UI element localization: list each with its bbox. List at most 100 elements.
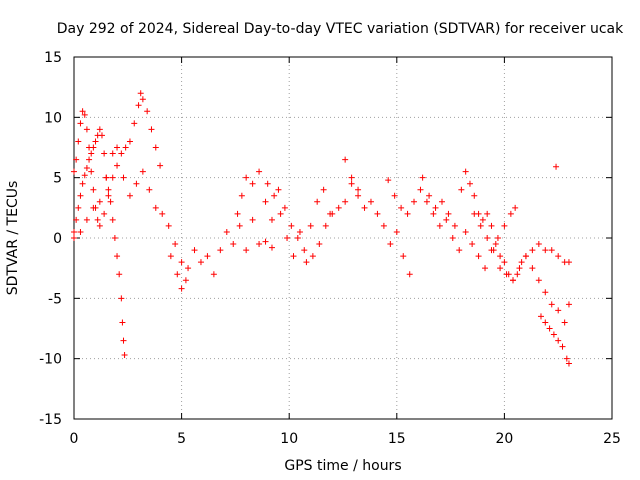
data-point bbox=[118, 295, 125, 302]
data-point bbox=[342, 156, 349, 163]
data-point bbox=[490, 247, 497, 254]
series-sat-B bbox=[71, 90, 164, 229]
series-sat-D bbox=[167, 216, 275, 292]
data-point bbox=[73, 156, 80, 163]
data-point bbox=[518, 259, 525, 266]
data-point bbox=[475, 253, 482, 260]
data-point bbox=[342, 198, 349, 205]
data-point bbox=[482, 265, 489, 272]
data-point bbox=[96, 222, 103, 229]
data-point bbox=[471, 210, 478, 217]
data-point bbox=[494, 235, 501, 241]
data-point bbox=[432, 204, 439, 211]
data-point bbox=[284, 235, 291, 241]
data-point bbox=[83, 126, 90, 133]
data-point bbox=[451, 222, 458, 229]
data-point bbox=[159, 210, 166, 217]
data-point bbox=[387, 241, 394, 248]
data-point bbox=[79, 180, 86, 187]
data-point bbox=[204, 253, 211, 260]
data-point bbox=[501, 222, 508, 229]
data-point bbox=[81, 172, 88, 179]
data-point bbox=[256, 168, 263, 175]
data-point bbox=[529, 265, 536, 272]
data-point bbox=[185, 265, 192, 272]
data-point bbox=[537, 313, 544, 320]
data-point bbox=[456, 247, 463, 254]
data-point bbox=[178, 259, 185, 266]
data-point bbox=[71, 235, 77, 241]
data-point bbox=[103, 174, 110, 181]
data-point bbox=[462, 168, 469, 175]
series-sat-E bbox=[234, 168, 334, 254]
data-point bbox=[133, 180, 140, 187]
data-point bbox=[563, 355, 570, 362]
data-point bbox=[426, 192, 433, 199]
data-point bbox=[146, 186, 153, 193]
data-point bbox=[462, 228, 469, 235]
data-point bbox=[234, 210, 241, 217]
data-point bbox=[510, 277, 517, 284]
data-point bbox=[361, 204, 368, 211]
data-point bbox=[535, 241, 542, 248]
data-point bbox=[565, 301, 572, 308]
data-point bbox=[277, 210, 284, 217]
data-point bbox=[443, 216, 450, 223]
data-point bbox=[393, 228, 400, 235]
data-point bbox=[398, 204, 405, 211]
data-point bbox=[236, 222, 243, 229]
data-point bbox=[144, 108, 151, 115]
series-sat-J bbox=[537, 313, 572, 367]
data-point bbox=[118, 150, 125, 157]
data-point bbox=[223, 228, 230, 235]
data-point bbox=[385, 177, 392, 184]
data-point bbox=[77, 192, 84, 199]
data-point bbox=[503, 271, 510, 278]
data-point bbox=[565, 360, 572, 367]
data-point bbox=[90, 204, 97, 211]
data-point bbox=[126, 192, 133, 199]
data-point bbox=[81, 111, 88, 118]
y-tick-label: -15 bbox=[39, 412, 62, 428]
data-point bbox=[423, 198, 430, 205]
data-point bbox=[471, 192, 478, 199]
data-point bbox=[374, 210, 381, 217]
data-point bbox=[546, 325, 553, 332]
x-tick-label: 10 bbox=[280, 431, 298, 447]
data-point bbox=[121, 352, 128, 359]
data-point bbox=[288, 222, 295, 229]
data-point bbox=[71, 228, 77, 235]
data-point bbox=[268, 216, 275, 223]
data-point bbox=[114, 144, 121, 151]
y-tick-label: 15 bbox=[44, 50, 62, 66]
data-point bbox=[264, 180, 271, 187]
data-point bbox=[126, 138, 133, 145]
data-points bbox=[71, 90, 572, 367]
data-point bbox=[301, 247, 308, 254]
data-point bbox=[548, 247, 555, 254]
data-point bbox=[488, 222, 495, 229]
data-point bbox=[438, 198, 445, 205]
data-point bbox=[512, 204, 519, 211]
data-point bbox=[314, 198, 321, 205]
y-tick-label: 0 bbox=[53, 231, 62, 247]
data-point bbox=[111, 235, 118, 241]
data-point bbox=[561, 319, 568, 326]
data-point bbox=[497, 265, 504, 272]
data-point bbox=[411, 198, 418, 205]
data-point bbox=[101, 150, 108, 157]
data-point bbox=[217, 247, 224, 254]
data-point bbox=[131, 120, 138, 127]
data-point bbox=[335, 204, 342, 211]
data-point bbox=[75, 138, 82, 145]
data-point bbox=[71, 168, 77, 175]
data-point bbox=[230, 241, 237, 248]
data-point bbox=[83, 165, 90, 172]
data-point bbox=[249, 216, 256, 223]
data-point bbox=[139, 168, 146, 175]
data-point bbox=[507, 210, 514, 217]
data-point bbox=[458, 186, 465, 193]
data-point bbox=[83, 216, 90, 223]
data-point bbox=[157, 162, 164, 169]
data-point bbox=[88, 150, 95, 157]
